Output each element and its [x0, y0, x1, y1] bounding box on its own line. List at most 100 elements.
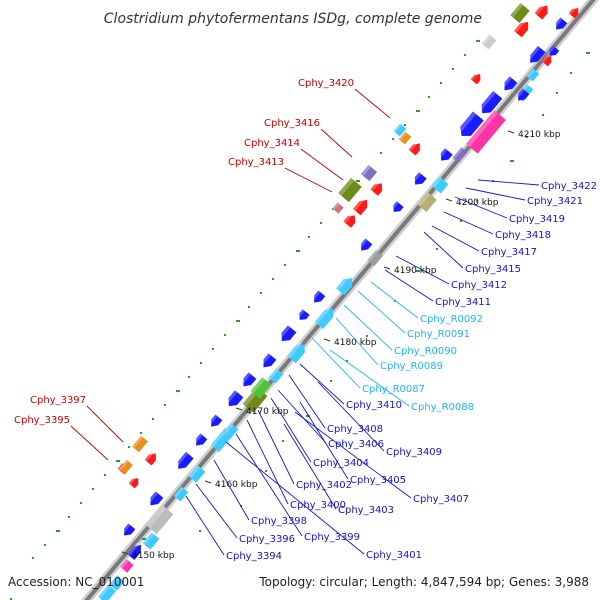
- cds-box: [268, 368, 284, 384]
- leader-line: [454, 196, 508, 219]
- cds-arrow: [390, 201, 404, 212]
- gc-dot: [436, 248, 438, 250]
- gc-dot: [44, 544, 46, 546]
- leader-line: [195, 483, 238, 539]
- feature-label: Cphy_3395: [14, 415, 70, 426]
- gc-dot: [260, 292, 262, 294]
- leader-line: [288, 374, 326, 429]
- gc-dot: [248, 306, 250, 308]
- feature-label: Cphy_R0090: [394, 346, 457, 357]
- label-leader-lines: [70, 88, 540, 556]
- cds-arrow: [239, 372, 257, 387]
- gc-dot: [394, 300, 396, 302]
- gc-dot: [104, 474, 106, 476]
- feature-label: Cphy_3409: [386, 447, 442, 458]
- tick-mark: [383, 266, 391, 270]
- cds-arrow: [534, 2, 548, 20]
- feature-label: Cphy_3414: [244, 138, 300, 149]
- gc-dot: [356, 180, 360, 182]
- cds-box: [393, 123, 407, 137]
- cds-box: [481, 34, 497, 50]
- feature-label: Cphy_3418: [495, 230, 551, 241]
- cds-arrow: [192, 433, 208, 446]
- gc-dot: [282, 440, 284, 442]
- leader-line: [246, 419, 289, 505]
- tick-label: 4200 kbp: [456, 198, 499, 208]
- cds-arrow: [277, 325, 297, 342]
- gc-dot: [284, 264, 286, 266]
- gc-dot: [10, 598, 12, 600]
- gc-dot: [80, 502, 82, 504]
- leader-line: [283, 423, 337, 510]
- leader-line: [185, 495, 225, 556]
- cds-arrow: [120, 523, 136, 536]
- feature-label: Cphy_3407: [413, 494, 469, 505]
- feature-label: Cphy_3422: [541, 181, 597, 192]
- leader-line: [270, 397, 312, 463]
- gc-dot: [164, 404, 166, 406]
- leader-line: [423, 231, 464, 269]
- cds-box: [120, 559, 134, 573]
- feature-track: [98, 2, 579, 600]
- gc-dot: [296, 250, 300, 252]
- leader-line: [213, 459, 250, 521]
- gc-dot: [452, 68, 454, 70]
- cds-arrow: [174, 451, 194, 469]
- leader-line: [225, 441, 365, 555]
- cds-arrow: [411, 172, 427, 185]
- feature-label: Cphy_R0091: [407, 329, 470, 340]
- leader-line: [477, 179, 540, 186]
- leader-line: [320, 128, 353, 158]
- gc-dot: [476, 200, 478, 202]
- tick-label: 4190 kbp: [394, 266, 437, 276]
- cds-arrow: [546, 45, 560, 56]
- gc-dot: [128, 446, 130, 448]
- gc-dot: [200, 362, 202, 364]
- cds-box: [398, 131, 412, 145]
- cds-arrow: [146, 491, 164, 506]
- gc-dot: [236, 320, 240, 322]
- feature-label: Cphy_3415: [465, 264, 521, 275]
- feature-label: Cphy_3411: [435, 297, 491, 308]
- feature-label: Cphy_R0087: [362, 384, 425, 395]
- tick-mark: [323, 338, 331, 342]
- cds-arrow: [370, 180, 383, 196]
- cds-box: [132, 435, 148, 453]
- gc-dot: [586, 52, 590, 54]
- cds-arrow: [408, 140, 420, 156]
- cds-arrow: [514, 88, 530, 101]
- leader-line: [294, 411, 412, 499]
- cds-arrow: [568, 5, 579, 19]
- cds-box: [526, 68, 540, 82]
- feature-label: Cphy_3394: [226, 551, 282, 562]
- leader-line: [277, 389, 327, 444]
- cds-box: [466, 110, 506, 154]
- gc-dot: [460, 220, 462, 222]
- cds-box: [188, 465, 206, 483]
- kbp-ticks: 4150 kbp 4160 kbp 4170 kbp 4180 kbp 4190 kbp…: [121, 130, 561, 561]
- cds-box: [510, 3, 530, 23]
- accession-label: Accession: NC_010001: [8, 575, 144, 589]
- feature-label: Cphy_3412: [451, 280, 507, 291]
- cds-arrow: [541, 53, 552, 67]
- leader-line: [343, 304, 393, 351]
- feature-label: Cphy_3406: [328, 439, 384, 450]
- cds-arrow: [470, 71, 481, 85]
- leader-line: [335, 317, 379, 366]
- cds-box: [360, 164, 378, 182]
- gc-dot: [476, 40, 480, 42]
- cds-arrow: [127, 541, 142, 561]
- tick-mark: [121, 551, 129, 555]
- leader-line: [329, 349, 410, 407]
- gc-dot: [199, 530, 201, 532]
- leader-line: [317, 381, 385, 452]
- cds-arrow: [456, 111, 484, 136]
- feature-label: Cphy_3410: [346, 400, 402, 411]
- gc-dot: [176, 390, 180, 392]
- feature-label: Cphy_R0092: [420, 314, 483, 325]
- gc-dot: [212, 348, 214, 350]
- feature-label: Cphy_3401: [366, 550, 422, 561]
- gc-dot: [308, 236, 310, 238]
- cds-arrow: [259, 353, 277, 368]
